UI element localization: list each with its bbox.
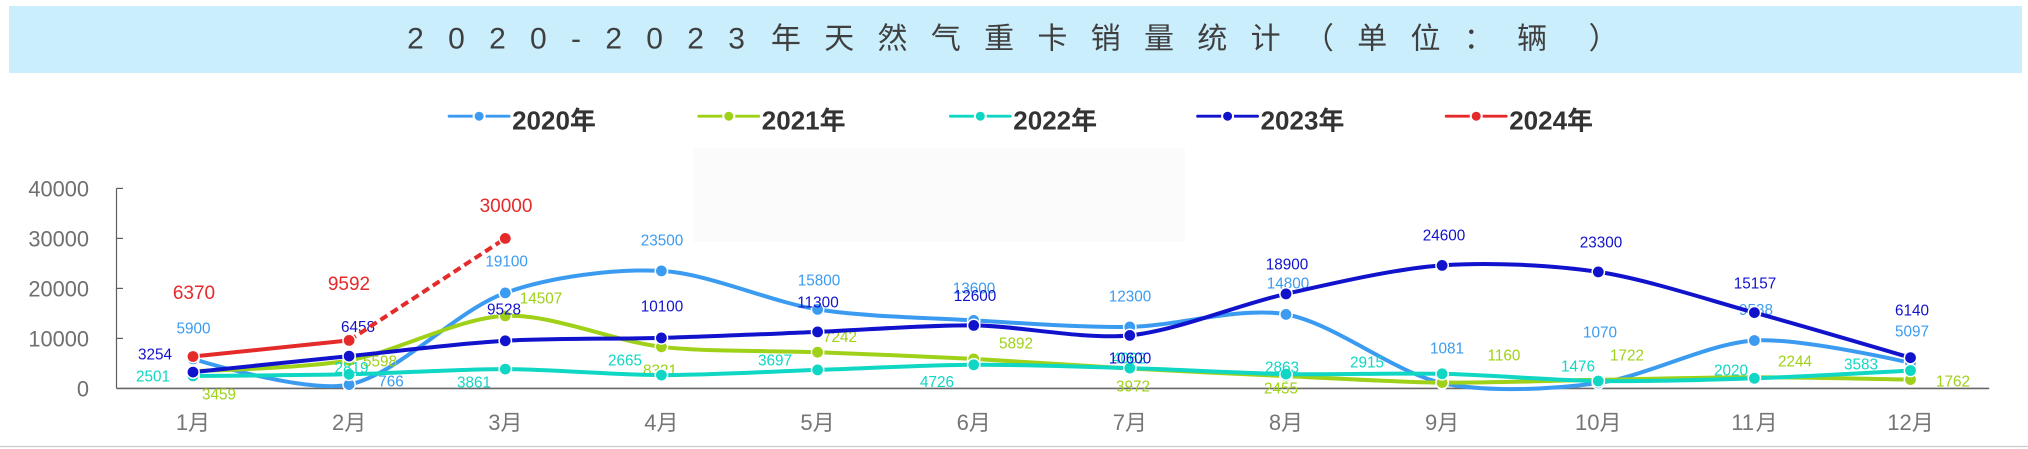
svg-text:7: 7: [1113, 410, 1125, 435]
svg-text:3459: 3459: [202, 387, 236, 404]
svg-text:10600: 10600: [1109, 351, 1152, 368]
svg-text:5598: 5598: [363, 354, 397, 371]
svg-text:12300: 12300: [1109, 289, 1152, 306]
svg-text:6458: 6458: [341, 319, 375, 336]
svg-text:13600: 13600: [953, 281, 996, 298]
svg-text:2915: 2915: [1350, 355, 1384, 372]
svg-text:14507: 14507: [520, 291, 563, 308]
svg-text:3972: 3972: [1116, 379, 1150, 396]
svg-text:6140: 6140: [1895, 303, 1929, 320]
svg-text:9528: 9528: [487, 302, 521, 319]
svg-text:15800: 15800: [798, 273, 841, 290]
svg-text:5900: 5900: [176, 321, 210, 338]
svg-text:1722: 1722: [1610, 348, 1644, 365]
svg-text:9: 9: [1425, 410, 1437, 435]
svg-text:6370: 6370: [173, 283, 215, 304]
svg-text:3: 3: [488, 410, 500, 435]
svg-text:11300: 11300: [797, 295, 838, 312]
svg-text:5097: 5097: [1895, 324, 1929, 341]
svg-text:766: 766: [378, 374, 404, 391]
svg-text:4: 4: [644, 410, 656, 435]
svg-text:2501: 2501: [136, 369, 170, 386]
svg-text:2020: 2020: [1714, 363, 1748, 380]
svg-text:12: 12: [1887, 410, 1911, 435]
svg-text:2863: 2863: [1265, 360, 1299, 377]
svg-text:5892: 5892: [999, 336, 1033, 353]
svg-text:10000: 10000: [28, 326, 89, 351]
svg-text:2020-2023: 2020-2023: [407, 23, 769, 56]
svg-text:1081: 1081: [1430, 341, 1464, 358]
svg-text:11: 11: [1731, 410, 1754, 435]
svg-text:0: 0: [77, 376, 89, 401]
svg-text:18900: 18900: [1266, 257, 1309, 274]
svg-text:1: 1: [176, 410, 188, 435]
svg-text:2021: 2021: [762, 106, 820, 136]
svg-text:3583: 3583: [1844, 357, 1878, 374]
svg-text:9592: 9592: [328, 274, 370, 295]
svg-text:2455: 2455: [1264, 381, 1298, 398]
svg-text:30000: 30000: [28, 226, 89, 251]
svg-text:4726: 4726: [920, 374, 954, 391]
svg-text:3254: 3254: [138, 347, 173, 364]
svg-text:2665: 2665: [608, 353, 642, 370]
svg-text:2024: 2024: [1509, 106, 1567, 136]
svg-text:1070: 1070: [1583, 325, 1617, 342]
svg-text:40000: 40000: [28, 176, 89, 201]
svg-text:10: 10: [1575, 410, 1599, 435]
svg-text:8: 8: [1269, 410, 1281, 435]
svg-text:2819: 2819: [334, 360, 368, 377]
svg-text:5: 5: [800, 410, 812, 435]
svg-text:2: 2: [332, 410, 344, 435]
svg-text:20000: 20000: [28, 276, 89, 301]
svg-text:3861: 3861: [457, 375, 491, 392]
svg-text:1476: 1476: [1561, 359, 1595, 376]
svg-text:12600: 12600: [954, 288, 997, 305]
svg-text:4062: 4062: [1112, 351, 1146, 368]
svg-text:14800: 14800: [1267, 276, 1310, 293]
svg-text:2020: 2020: [512, 106, 570, 136]
svg-text:19100: 19100: [485, 254, 528, 271]
svg-text:1762: 1762: [1936, 374, 1970, 391]
svg-text:2244: 2244: [1778, 354, 1813, 371]
svg-text:10100: 10100: [641, 299, 684, 316]
svg-text:24600: 24600: [1423, 228, 1466, 245]
svg-text:6: 6: [957, 410, 969, 435]
svg-text:15157: 15157: [1734, 276, 1777, 293]
svg-text:30000: 30000: [480, 196, 533, 217]
svg-text:1160: 1160: [1488, 348, 1521, 365]
svg-text:2022: 2022: [1013, 106, 1071, 136]
svg-text:2023: 2023: [1261, 106, 1319, 136]
svg-text:23500: 23500: [641, 233, 684, 250]
svg-text:3697: 3697: [758, 353, 792, 370]
svg-text:23300: 23300: [1580, 235, 1623, 252]
